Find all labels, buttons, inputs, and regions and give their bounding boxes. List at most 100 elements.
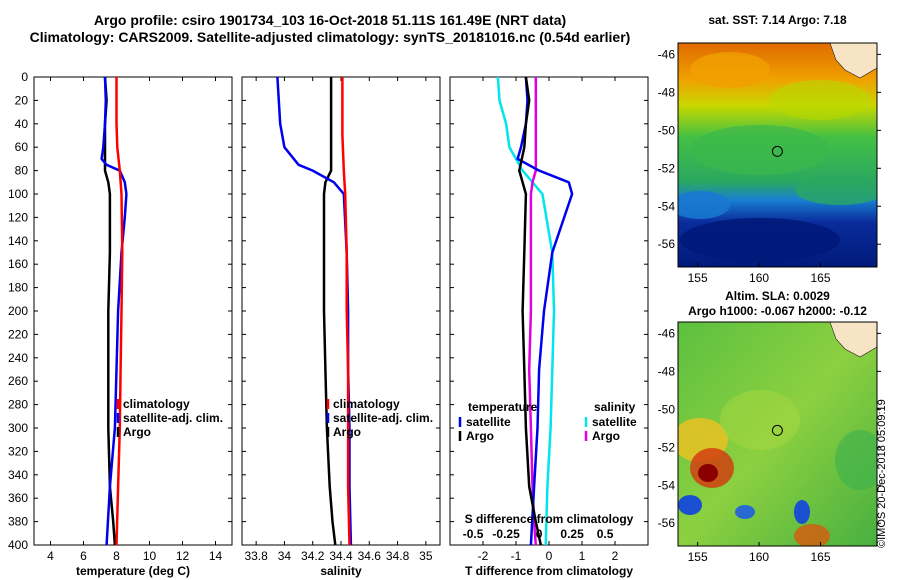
x-axis-label-differences: T difference from climatology xyxy=(465,564,633,578)
x-tick-label: 10 xyxy=(143,549,157,563)
map-lat-tick-label: -52 xyxy=(658,440,676,454)
chart-title-line1: Argo profile: csiro 1901734_103 16-Oct-2… xyxy=(93,12,567,28)
map-lat-tick-label: -50 xyxy=(658,123,676,137)
depth-tick-label: 220 xyxy=(8,327,28,341)
depth-tick-label: 240 xyxy=(8,351,28,365)
series-line-salinity-climatology xyxy=(341,77,351,546)
map-lon-tick-label: 165 xyxy=(810,550,830,564)
map-lat-tick-label: -46 xyxy=(658,326,676,340)
map-lat-tick-label: -56 xyxy=(658,516,676,530)
map-lat-tick-label: -48 xyxy=(658,364,676,378)
sla-map-title-line2: Argo h1000: -0.067 h2000: -0.12 xyxy=(688,304,867,318)
depth-tick-label: 400 xyxy=(8,538,28,552)
legend-salinity-header: salinity xyxy=(594,400,636,414)
chart-title-line2: Climatology: CARS2009. Satellite-adjuste… xyxy=(29,29,631,45)
argo-position-marker xyxy=(771,145,783,157)
x-tick-label: 4 xyxy=(47,549,54,563)
depth-tick-label: 140 xyxy=(8,234,28,248)
salinity-diff-axis-label: S difference from climatology xyxy=(465,512,634,526)
legend-label: Argo xyxy=(466,429,494,443)
land-new-zealand-2 xyxy=(829,322,877,358)
x-tick-label: 1 xyxy=(579,549,586,563)
x-tick-label: 2 xyxy=(612,549,619,563)
sst-map-title: sat. SST: 7.14 Argo: 7.18 xyxy=(708,13,847,27)
legend-label: satellite-adj. clim. xyxy=(123,411,223,425)
s-diff-tick-label: -0.5 xyxy=(463,527,484,541)
sla-map xyxy=(678,322,877,546)
series-line-differences-salinity-satellite xyxy=(496,76,556,546)
series-line-differences-temperature-argo xyxy=(518,76,543,546)
x-tick-label: 8 xyxy=(113,549,120,563)
s-diff-tick-label: 0 xyxy=(536,527,543,541)
map-lon-tick-label: 155 xyxy=(688,550,708,564)
x-axis-label-temperature: temperature (deg C) xyxy=(76,564,190,578)
series-line-salinity-argo xyxy=(322,77,337,546)
x-tick-label: 0 xyxy=(546,549,553,563)
legend-temperature-header: temperature xyxy=(468,400,538,414)
panel-salinity-frame xyxy=(241,76,441,546)
legend-label: Argo xyxy=(333,425,361,439)
x-tick-label: 6 xyxy=(80,549,87,563)
map-lat-tick-label: -46 xyxy=(658,47,676,61)
depth-tick-label: 280 xyxy=(8,398,28,412)
sla-map-title-line1: Altim. SLA: 0.0029 xyxy=(725,289,830,303)
sst-map-frame xyxy=(677,42,878,268)
map-lon-tick-label: 155 xyxy=(688,271,708,285)
depth-tick-label: 100 xyxy=(8,187,28,201)
x-tick-label: 34.2 xyxy=(301,549,325,563)
x-tick-label: 34.6 xyxy=(358,549,382,563)
s-diff-tick-label: -0.25 xyxy=(492,527,520,541)
legend-label: Argo xyxy=(592,429,620,443)
legend-label: satellite xyxy=(466,415,511,429)
map-lat-tick-label: -56 xyxy=(658,237,676,251)
depth-tick-label: 40 xyxy=(15,117,29,131)
map-lat-tick-label: -54 xyxy=(658,478,676,492)
x-tick-label: -2 xyxy=(478,549,489,563)
panel-temperature-frame xyxy=(33,76,233,546)
depth-tick-label: 380 xyxy=(8,515,28,529)
legend-label: satellite-adj. clim. xyxy=(333,411,433,425)
x-tick-label: -1 xyxy=(511,549,522,563)
x-tick-label: 12 xyxy=(176,549,190,563)
depth-tick-label: 160 xyxy=(8,257,28,271)
depth-tick-label: 120 xyxy=(8,210,28,224)
series-line-temperature-climatology xyxy=(115,77,124,546)
depth-tick-label: 180 xyxy=(8,281,28,295)
sla-map-frame xyxy=(677,321,878,547)
imos-credit: ©IMOS 20-Dec-2018 05:09:19 xyxy=(876,399,888,548)
map-lon-tick-label: 165 xyxy=(810,271,830,285)
land-new-zealand xyxy=(829,43,877,79)
legend-label: climatology xyxy=(333,397,400,411)
depth-tick-label: 260 xyxy=(8,374,28,388)
map-lon-tick-label: 160 xyxy=(749,271,769,285)
legend-label: Argo xyxy=(123,425,151,439)
depth-tick-label: 0 xyxy=(21,70,28,84)
x-axis-label-salinity: salinity xyxy=(320,564,362,578)
map-lat-tick-label: -54 xyxy=(658,199,676,213)
depth-tick-label: 20 xyxy=(15,93,29,107)
map-lat-tick-label: -52 xyxy=(658,161,676,175)
depth-tick-label: 340 xyxy=(8,468,28,482)
map-lat-tick-label: -50 xyxy=(658,402,676,416)
argo-position-marker xyxy=(771,424,783,436)
depth-tick-label: 360 xyxy=(8,491,28,505)
legend-label: climatology xyxy=(123,397,190,411)
x-tick-label: 33.8 xyxy=(244,549,268,563)
series-line-temperature-satellite-adj-clim- xyxy=(100,76,128,546)
sst-map xyxy=(678,43,877,267)
map-lon-tick-label: 160 xyxy=(749,550,769,564)
x-tick-label: 34.4 xyxy=(329,549,353,563)
legend-label: satellite xyxy=(592,415,637,429)
s-diff-tick-label: 0.25 xyxy=(560,527,584,541)
depth-tick-label: 300 xyxy=(8,421,28,435)
depth-tick-label: 60 xyxy=(15,140,29,154)
s-diff-tick-label: 0.5 xyxy=(597,527,614,541)
depth-tick-label: 200 xyxy=(8,304,28,318)
depth-tick-label: 320 xyxy=(8,444,28,458)
x-tick-label: 34 xyxy=(278,549,292,563)
x-tick-label: 14 xyxy=(209,549,223,563)
x-tick-label: 35 xyxy=(419,549,433,563)
x-tick-label: 34.8 xyxy=(386,549,410,563)
map-lat-tick-label: -48 xyxy=(658,85,676,99)
